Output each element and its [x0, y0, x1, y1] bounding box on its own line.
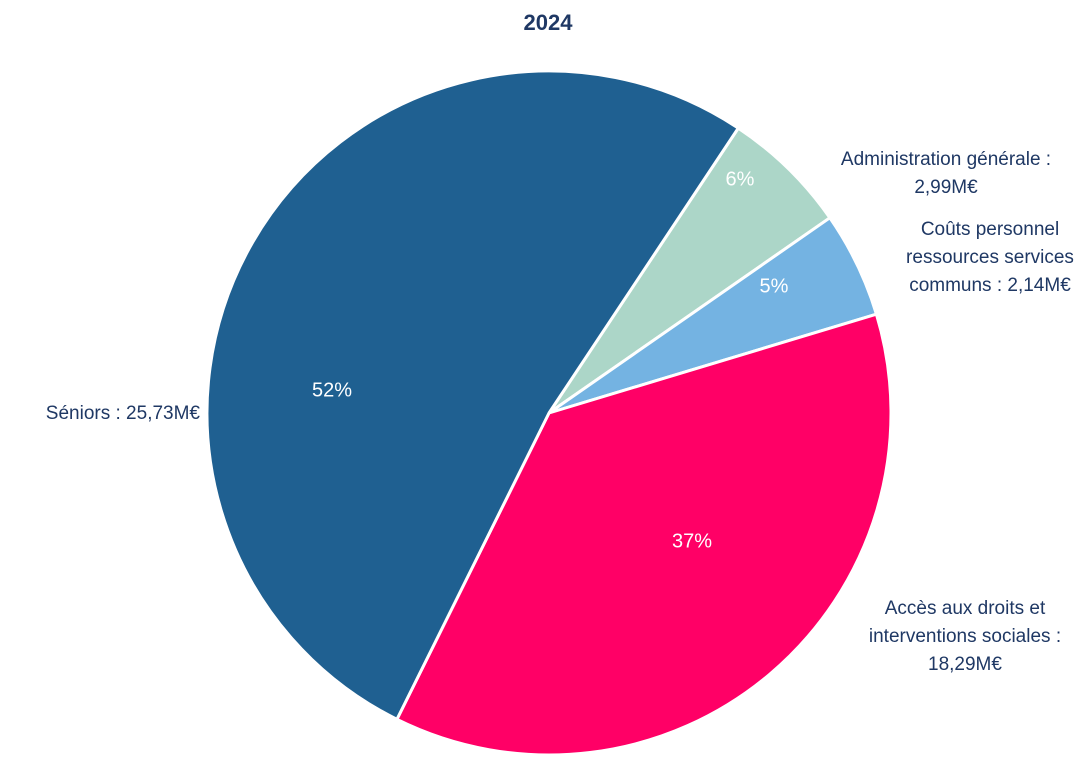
pie-slice [395, 312, 893, 757]
pie-slice [205, 69, 740, 721]
category-label: Coûts personnel ressources services commun… [906, 219, 1074, 296]
chart-title: 2024 [524, 10, 574, 35]
category-label: Administration générale :2,99M€ [841, 149, 1051, 198]
slice-label: 5% [760, 275, 789, 297]
category-label: Accès aux droits et interventions sociale… [869, 598, 1061, 675]
slice-label: 37% [672, 530, 712, 552]
category-label: Séniors : 25,73M€ [46, 403, 201, 424]
slice-label: 6% [726, 168, 755, 190]
slice-label: 52% [312, 379, 352, 401]
pie-slice [547, 126, 832, 415]
